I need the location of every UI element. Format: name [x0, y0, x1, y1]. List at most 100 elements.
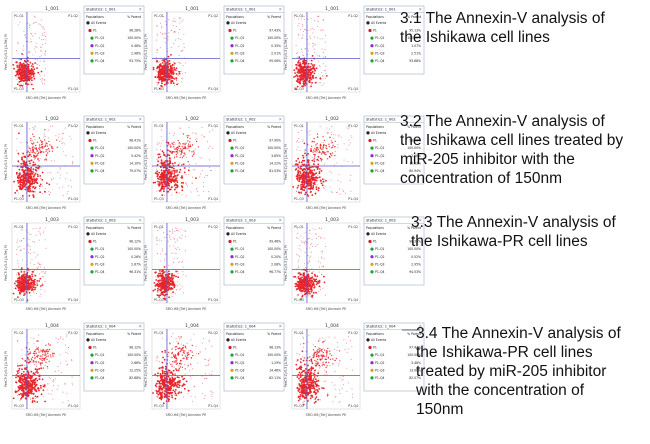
statistics-header: % Parent	[407, 226, 422, 230]
population-color-icon	[230, 361, 234, 365]
population-percent: 95.06%	[269, 59, 281, 63]
close-icon[interactable]: ×	[419, 117, 422, 122]
quadrant-label: P1-Q3	[14, 87, 24, 91]
statistics-row: P1-Q3 13.08%	[370, 368, 421, 372]
close-icon[interactable]: ×	[279, 324, 282, 329]
caption-line: the Ishikawa-PR cell lines	[411, 233, 588, 250]
statistics-row: P1-Q1 100.00%	[230, 247, 281, 251]
caption-2: 3.2 The Annexin-V analysis of the Ishikaw…	[400, 112, 623, 188]
panel-title: 1_002	[45, 116, 59, 122]
statistics-row: P1-Q2 1.07%	[370, 44, 421, 48]
population-name: P1	[93, 346, 97, 350]
close-icon[interactable]: ×	[139, 7, 142, 12]
statistics-row: P1-Q3 14.10%	[90, 161, 141, 165]
population-color-icon	[230, 353, 234, 357]
population-name: P1-Q4	[95, 270, 104, 274]
statistics-row: P1-Q4 82.11%	[230, 376, 281, 380]
population-name: P1-Q1	[95, 146, 104, 150]
close-icon[interactable]: ×	[419, 218, 422, 223]
quadrant-label: P1-Q1	[154, 225, 164, 229]
flow-panel: 1_004 PerCP-Cy5-5 [A.Tet] PI SRO-H8 [Tet] …	[284, 322, 425, 417]
quadrant-label: P1-Q1	[294, 124, 304, 128]
close-icon[interactable]: ×	[139, 117, 142, 122]
close-icon[interactable]: ×	[419, 7, 422, 12]
close-icon[interactable]: ×	[279, 7, 282, 12]
statistics-row: P1-Q3 2.51%	[370, 51, 421, 55]
close-icon[interactable]: ×	[419, 324, 422, 329]
close-icon[interactable]: ×	[139, 324, 142, 329]
statistics-row: P1-Q1 100.00%	[90, 146, 141, 150]
statistics-header: % Parent	[267, 226, 282, 230]
population-color-icon	[226, 338, 230, 342]
statistics-header: Populations	[366, 15, 384, 19]
statistics-panel: Statistics: 1_002 × Populations % Parent All…	[83, 115, 145, 185]
population-name: P1-Q4	[95, 376, 104, 380]
population-percent: 100.00%	[407, 247, 421, 251]
panel-title: 1_002	[325, 116, 339, 122]
statistics-row: P1-Q2 0.35%	[230, 44, 281, 48]
statistics-row: P1-Q3 2.01%	[230, 51, 281, 55]
quadrant-label: P1-Q3	[154, 298, 164, 302]
statistics-header: % Parent	[267, 125, 282, 129]
statistics-row: P1-Q2 3.48%	[370, 361, 421, 365]
population-name: P1-Q2	[235, 361, 244, 365]
statistics-row: P1 97.44%	[368, 346, 421, 350]
y-axis-label: PerCP-Cy5-5 [A.Tet] PI	[284, 351, 288, 387]
quadrant-label: P1-Q3	[154, 197, 164, 201]
population-name: P1-Q1	[235, 36, 244, 40]
statistics-row: P1-Q2 3.85%	[230, 154, 281, 158]
statistics-row: P1-Q4 82.88%	[90, 376, 141, 380]
population-name: P1-Q1	[235, 353, 244, 357]
statistics-title: Statistics: 1_004	[366, 325, 396, 329]
population-name: P1-Q1	[95, 247, 104, 251]
statistics-panel: Statistics: 1_004 × Populations % Parent All…	[363, 322, 425, 392]
quadrant-label: P1-Q1	[14, 225, 24, 229]
event-dots	[152, 227, 187, 301]
statistics-panel: Statistics: 1_001 × Populations % Parent All…	[223, 5, 285, 75]
population-percent: 99.46%	[269, 240, 281, 244]
close-icon[interactable]: ×	[139, 218, 142, 223]
statistics-header: Populations	[86, 15, 104, 19]
population-color-icon	[86, 232, 90, 236]
population-name: P1-Q4	[235, 270, 244, 274]
statistics-header: Populations	[366, 125, 384, 129]
close-icon[interactable]: ×	[279, 117, 282, 122]
quadrant-label: P1-Q4	[348, 298, 358, 302]
statistics-row: P1 97.90%	[228, 139, 281, 143]
statistics-row: P1-Q2 0.52%	[370, 255, 421, 259]
caption-line: the Ishikawa cell lines treated by	[400, 132, 624, 149]
population-percent: 96.31%	[129, 270, 141, 274]
statistics-header: Populations	[226, 15, 244, 19]
caption-line: the Ishikawa-PR cell lines	[416, 344, 593, 361]
statistics-panel: Statistics: 1_003 × Populations % Parent All…	[363, 216, 425, 286]
population-name: P1-Q3	[95, 161, 104, 165]
caption-line: 150nm	[416, 401, 464, 418]
population-name: P1-Q4	[375, 376, 384, 380]
statistics-row: P1-Q1 100.00%	[230, 353, 281, 357]
statistics-row: All Events	[226, 131, 247, 135]
population-name: All Events	[231, 338, 247, 342]
statistics-row: P1 98.41%	[88, 139, 141, 143]
statistics-row: All Events	[86, 21, 107, 25]
population-color-icon	[86, 131, 90, 135]
population-percent: 100.00%	[407, 353, 421, 357]
population-color-icon	[370, 368, 374, 372]
caption-line: concentration of 150nm	[400, 170, 562, 187]
statistics-title: Statistics: 1_004	[226, 325, 256, 329]
quadrant-label: P1-Q3	[14, 197, 24, 201]
population-name: All Events	[91, 131, 107, 135]
caption-line: 3.3 The Annexin-V analysis of	[411, 214, 616, 231]
population-color-icon	[370, 36, 374, 40]
y-axis-label: PerCP-Cy5-5 [A.Tet] PI	[4, 144, 8, 180]
population-name: P1-Q2	[235, 255, 244, 259]
statistics-row: P1-Q2 2.08%	[370, 154, 421, 158]
population-name: P1-Q4	[95, 169, 104, 173]
population-color-icon	[366, 21, 370, 25]
population-percent: 100.00%	[267, 146, 281, 150]
population-percent: 2.08%	[271, 262, 281, 266]
close-icon[interactable]: ×	[279, 218, 282, 223]
population-color-icon	[368, 28, 372, 33]
population-color-icon	[230, 154, 234, 158]
population-color-icon	[228, 28, 232, 33]
statistics-row: All Events	[86, 338, 107, 342]
